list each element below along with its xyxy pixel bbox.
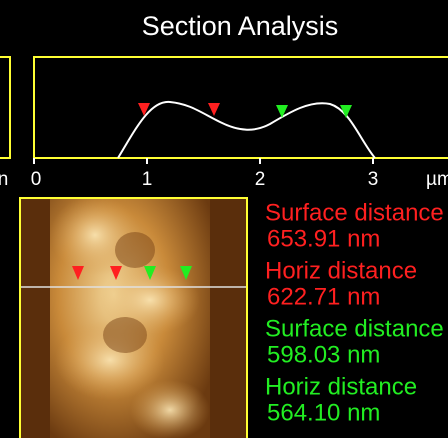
measurement-value: 653.91 nm (267, 225, 380, 252)
left-panel (0, 56, 11, 159)
red-marker (72, 266, 84, 280)
image-frame (19, 197, 248, 438)
tick-label: 0 (31, 169, 42, 190)
measurement-value: 598.03 nm (267, 341, 380, 368)
green-marker (276, 105, 288, 118)
tick-label: 2 (255, 169, 266, 190)
tick-label: 1 (142, 169, 153, 190)
measurement-label: Surface distance (265, 199, 444, 226)
red-marker (138, 103, 150, 116)
axis-label: n (0, 169, 8, 190)
measurement-label: Horiz distance (265, 257, 417, 284)
title: Section Analysis (142, 11, 339, 41)
tick-label: 3 (368, 169, 379, 190)
green-marker (340, 105, 352, 118)
green-marker (144, 266, 156, 280)
measurement-label: Surface distance (265, 315, 444, 342)
measurement-value: 564.10 nm (267, 399, 380, 426)
unit-label: µm (426, 169, 448, 190)
red-marker (110, 266, 122, 280)
profile-panel (33, 56, 448, 159)
measurement-value: 622.71 nm (267, 283, 380, 310)
profile-curve (117, 100, 376, 159)
measurement-label: Horiz distance (265, 373, 417, 400)
green-marker (180, 266, 192, 280)
red-marker (208, 103, 220, 116)
afm-image (21, 199, 246, 438)
